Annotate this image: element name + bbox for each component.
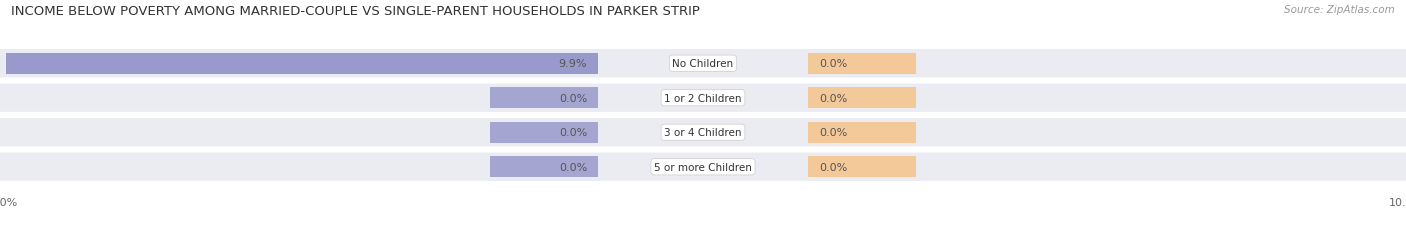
Text: 5 or more Children: 5 or more Children: [654, 162, 752, 172]
Text: 9.9%: 9.9%: [558, 59, 588, 69]
Text: 0.0%: 0.0%: [818, 162, 848, 172]
Text: 0.0%: 0.0%: [558, 162, 588, 172]
Text: 0.0%: 0.0%: [558, 128, 588, 138]
Bar: [808, 88, 917, 109]
Text: 0.0%: 0.0%: [818, 59, 848, 69]
Bar: [489, 122, 598, 143]
Bar: [489, 156, 598, 178]
Bar: [489, 88, 598, 109]
Text: 0.0%: 0.0%: [818, 128, 848, 138]
Text: Source: ZipAtlas.com: Source: ZipAtlas.com: [1284, 5, 1395, 15]
Bar: [6, 53, 598, 75]
Bar: [808, 53, 917, 75]
Text: No Children: No Children: [672, 59, 734, 69]
Text: 3 or 4 Children: 3 or 4 Children: [664, 128, 742, 138]
Text: 0.0%: 0.0%: [818, 93, 848, 103]
FancyBboxPatch shape: [0, 50, 1406, 78]
FancyBboxPatch shape: [0, 153, 1406, 181]
Text: INCOME BELOW POVERTY AMONG MARRIED-COUPLE VS SINGLE-PARENT HOUSEHOLDS IN PARKER : INCOME BELOW POVERTY AMONG MARRIED-COUPL…: [11, 5, 700, 18]
FancyBboxPatch shape: [0, 84, 1406, 112]
FancyBboxPatch shape: [0, 119, 1406, 147]
Text: 1 or 2 Children: 1 or 2 Children: [664, 93, 742, 103]
Text: 0.0%: 0.0%: [558, 93, 588, 103]
Bar: [808, 122, 917, 143]
Bar: [808, 156, 917, 178]
